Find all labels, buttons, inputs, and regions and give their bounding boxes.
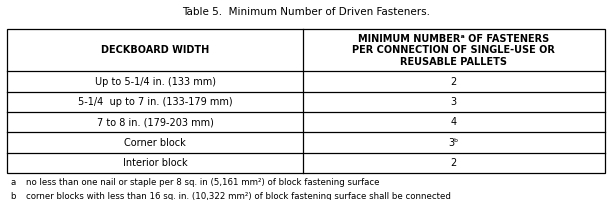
Text: b: b: [10, 192, 16, 200]
Bar: [7, 29, 605, 173]
Text: 5-1/4  up to 7 in. (133-179 mm): 5-1/4 up to 7 in. (133-179 mm): [78, 97, 233, 107]
Text: DECKBOARD WIDTH: DECKBOARD WIDTH: [101, 45, 209, 55]
Text: MINIMUM NUMBERᵃ OF FASTENERS
PER CONNECTION OF SINGLE-USE OR
REUSABLE PALLETS: MINIMUM NUMBERᵃ OF FASTENERS PER CONNECT…: [353, 34, 555, 67]
Text: corner blocks with less than 16 sq. in. (10,322 mm²) of block fastening surface : corner blocks with less than 16 sq. in. …: [26, 192, 450, 200]
Text: 2: 2: [450, 158, 457, 168]
Text: Corner block: Corner block: [124, 138, 186, 148]
Text: no less than one nail or staple per 8 sq. in (5,161 mm²) of block fastening surf: no less than one nail or staple per 8 sq…: [26, 178, 379, 187]
Text: a: a: [10, 178, 16, 187]
Text: 7 to 8 in. (179-203 mm): 7 to 8 in. (179-203 mm): [97, 117, 214, 127]
Text: 3ᵇ: 3ᵇ: [449, 138, 459, 148]
Text: 2: 2: [450, 77, 457, 87]
Text: Up to 5-1/4 in. (133 mm): Up to 5-1/4 in. (133 mm): [95, 77, 215, 87]
Text: Table 5.  Minimum Number of Driven Fasteners.: Table 5. Minimum Number of Driven Fasten…: [182, 7, 430, 17]
Text: 4: 4: [450, 117, 457, 127]
Text: 3: 3: [450, 97, 457, 107]
Text: Interior block: Interior block: [123, 158, 187, 168]
